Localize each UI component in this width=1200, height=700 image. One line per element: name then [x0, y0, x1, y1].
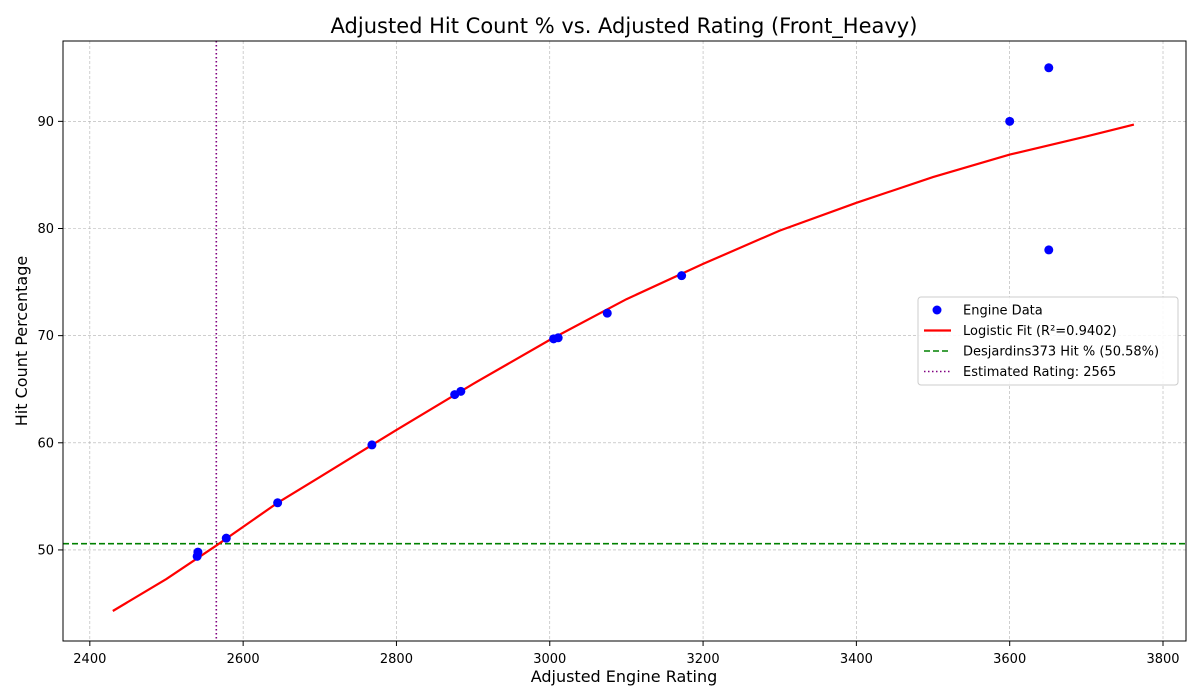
- engine-data-point: [1044, 245, 1054, 255]
- legend-entry: Engine Data: [932, 304, 1043, 319]
- plot-frame: [62, 40, 1187, 642]
- y-tick-label: 50: [37, 543, 54, 558]
- x-tick-label: 2600: [227, 652, 260, 667]
- engine-data-point: [367, 440, 377, 450]
- engine-data-point: [677, 271, 687, 281]
- legend-label: Desjardins373 Hit % (50.58%): [963, 345, 1159, 360]
- engine-data-point: [553, 333, 563, 343]
- fit-line-layer: [112, 123, 1135, 612]
- legend-label: Engine Data: [963, 304, 1043, 319]
- engine-data-point: [602, 308, 612, 318]
- y-tick-label: 90: [37, 115, 54, 130]
- x-tick-label: 3200: [687, 652, 720, 667]
- data-points: [192, 63, 1054, 561]
- legend-entry: Desjardins373 Hit % (50.58%): [924, 345, 1159, 360]
- x-axis-label: Adjusted Engine Rating: [531, 667, 718, 686]
- legend-label: Estimated Rating: 2565: [963, 365, 1116, 380]
- engine-data-point: [1005, 116, 1015, 126]
- legend: Engine Data Logistic Fit (R²=0.9402) Desja…: [917, 296, 1179, 386]
- legend-marker: [932, 305, 942, 315]
- x-axis-ticks: 2400 2600 2800 3000 3200 3400 3600 3800: [73, 641, 1180, 667]
- engine-data-point: [1044, 63, 1054, 73]
- chart-title: Adjusted Hit Count % vs. Adjusted Rating…: [331, 14, 918, 39]
- legend-box: [917, 296, 1179, 386]
- y-tick-label: 60: [37, 436, 54, 451]
- y-axis-label: Hit Count Percentage: [12, 256, 31, 426]
- x-tick-label: 2800: [380, 652, 413, 667]
- x-tick-label: 3600: [993, 652, 1026, 667]
- x-tick-label: 3800: [1146, 652, 1179, 667]
- engine-data-point: [456, 386, 466, 396]
- y-tick-label: 70: [37, 329, 54, 344]
- logistic-fit-line: [112, 123, 1135, 612]
- engine-data-point: [193, 547, 203, 557]
- x-tick-label: 3000: [533, 652, 566, 667]
- legend-entry: Estimated Rating: 2565: [924, 365, 1116, 380]
- x-tick-label: 3400: [840, 652, 873, 667]
- legend-entry: Logistic Fit (R²=0.9402): [924, 324, 1117, 339]
- x-tick-label: 2400: [73, 652, 106, 667]
- engine-data-point: [221, 533, 231, 543]
- y-tick-label: 80: [37, 222, 54, 237]
- reference-lines: [63, 41, 1186, 641]
- y-axis-ticks: 50 60 70 80 90: [37, 115, 63, 558]
- engine-data-point: [273, 498, 283, 508]
- legend-label: Logistic Fit (R²=0.9402): [963, 324, 1117, 339]
